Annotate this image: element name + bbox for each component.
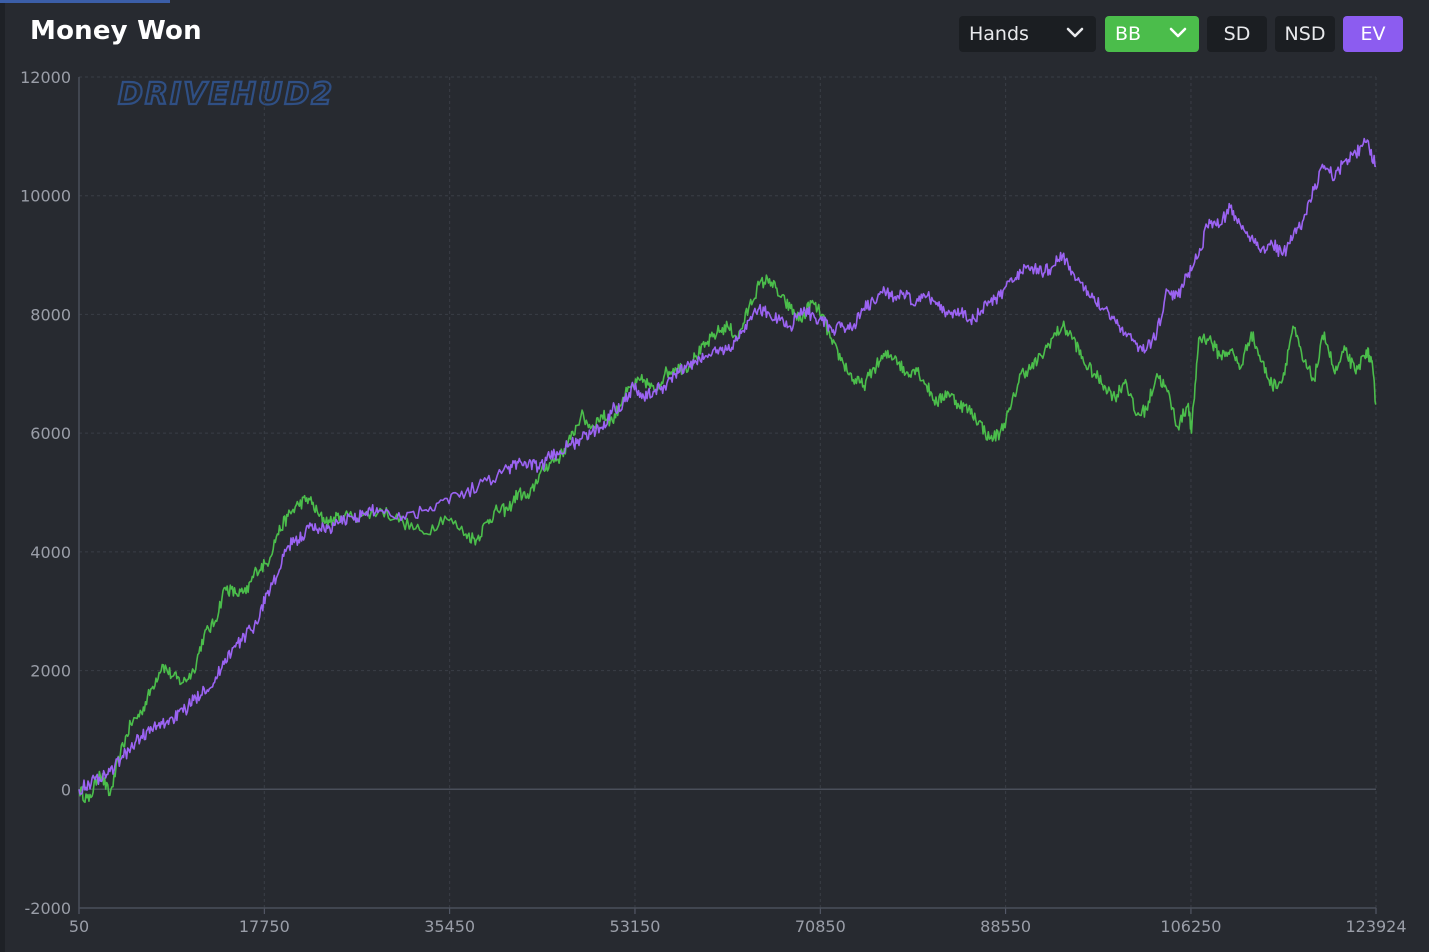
x-tick-label: 106250: [1160, 917, 1221, 936]
ev-toggle-button[interactable]: EV: [1343, 16, 1403, 52]
y-tick-label: 12000: [20, 68, 71, 87]
ev-series-line: [78, 137, 1377, 795]
x-tick-label: 123924: [1345, 917, 1406, 936]
x-unit-dropdown[interactable]: Hands: [959, 16, 1096, 52]
x-tick-label: 88550: [980, 917, 1031, 936]
y-tick-label: -2000: [25, 899, 72, 918]
axes: [78, 77, 1377, 914]
x-tick-label: 53150: [610, 917, 661, 936]
panel-edge: [0, 0, 5, 952]
page-title: Money Won: [30, 16, 202, 46]
x-tick-label: 70850: [795, 917, 846, 936]
grid: [79, 76, 1377, 908]
x-unit-label: Hands: [969, 23, 1029, 45]
toolbar: Hands BB SD NSD EV: [0, 16, 1429, 52]
x-tick-label: 17750: [239, 917, 290, 936]
x-axis-ticks: 50 17750 35450 53150 70850 88550 106250 123924: [69, 917, 1407, 936]
watermark-logo: DRIVEHUD2: [118, 77, 334, 112]
y-tick-label: 8000: [30, 305, 71, 324]
sd-toggle-button[interactable]: SD: [1207, 16, 1267, 52]
y-tick-label: 10000: [20, 187, 71, 206]
y-tick-label: 6000: [30, 424, 71, 443]
y-unit-dropdown[interactable]: BB: [1105, 16, 1199, 52]
y-unit-label: BB: [1115, 23, 1142, 45]
x-tick-label: 50: [69, 917, 89, 936]
x-tick-label: 35450: [424, 917, 475, 936]
chevron-down-icon: [1066, 27, 1084, 38]
series-lines: [78, 137, 1377, 804]
sd-label: SD: [1223, 23, 1251, 45]
y-tick-label: 4000: [30, 543, 71, 562]
nsd-toggle-button[interactable]: NSD: [1275, 16, 1335, 52]
y-tick-label: 2000: [30, 662, 71, 681]
active-tab-indicator: [0, 0, 170, 3]
chevron-down-icon: [1169, 27, 1187, 38]
won-series-line: [78, 274, 1377, 804]
nsd-label: NSD: [1284, 23, 1326, 45]
ev-label: EV: [1360, 23, 1386, 45]
y-axis-ticks: 12000 10000 8000 6000 4000 2000 0 -2000: [20, 68, 71, 918]
y-tick-label: 0: [61, 780, 71, 799]
